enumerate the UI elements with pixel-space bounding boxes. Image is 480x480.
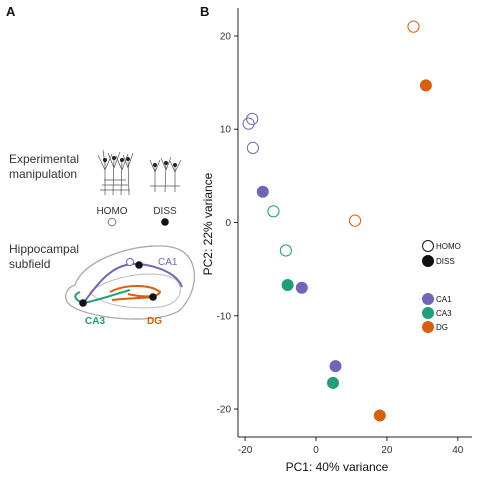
homo-neurons-icon	[97, 149, 134, 196]
x-tick-label: 20	[381, 445, 393, 456]
diss-label: DISS	[153, 206, 177, 217]
subfield-label-line1: Hippocampal	[9, 242, 79, 256]
ca3-label: CA3	[85, 316, 105, 327]
diss-neurons-icon	[149, 156, 182, 193]
point-ca1-diss	[295, 281, 308, 294]
axis-ticks: -20 0 20 40 -20 -10 0 10 20	[217, 31, 464, 456]
legend-key-dg	[422, 321, 434, 333]
legend-key-diss	[422, 255, 434, 267]
legend-label-diss: DISS	[436, 257, 455, 266]
dg-diss-site	[149, 293, 157, 301]
legend-key-ca3	[422, 307, 434, 319]
homo-neuron-somas	[103, 156, 130, 162]
point-dg-homo	[407, 20, 420, 33]
diss-marker	[161, 218, 169, 226]
subfield-label-line2: subfield	[9, 257, 50, 271]
point-ca3-homo	[279, 244, 292, 257]
ca1-label: CA1	[158, 257, 178, 268]
y-tick-label: 0	[225, 218, 231, 229]
homo-marker	[107, 217, 117, 227]
panel-letter-b: B	[200, 4, 209, 19]
chart-legend: HOMO DISS CA1 CA3 DG	[422, 240, 461, 333]
x-tick-label: -20	[238, 445, 253, 456]
y-tick-label: -20	[217, 405, 232, 416]
legend-label-ca1: CA1	[436, 295, 452, 304]
panel-letter-a: A	[6, 4, 16, 19]
point-dg-diss	[419, 79, 432, 92]
x-tick-label: 40	[452, 445, 464, 456]
y-tick-label: 20	[220, 31, 232, 42]
point-dg-diss	[373, 409, 386, 422]
legend-label-homo: HOMO	[436, 242, 461, 251]
y-tick-label: -10	[217, 311, 232, 322]
point-ca1-diss	[329, 360, 342, 373]
legend-label-ca3: CA3	[436, 309, 452, 318]
dg-label: DG	[147, 316, 162, 327]
point-ca1-homo	[246, 112, 259, 126]
manipulation-label-line1: Experimental	[9, 152, 79, 166]
point-ca1-diss	[256, 185, 269, 198]
legend-key-ca1	[422, 293, 434, 305]
ca1-homo-site	[126, 258, 134, 266]
homo-label: HOMO	[96, 206, 127, 217]
diss-neuron-somas	[153, 161, 177, 167]
x-axis-label: PC1: 40% variance	[286, 460, 389, 474]
ca1-diss-site	[135, 261, 143, 269]
y-axis-label: PC2: 22% variance	[201, 172, 215, 275]
point-ca1-homo	[242, 117, 255, 130]
legend-key-homo	[422, 240, 434, 252]
point-ca1-homo	[246, 141, 259, 154]
x-tick-label: 0	[313, 445, 319, 456]
point-ca3-diss	[281, 278, 294, 291]
manipulation-label-line2: manipulation	[9, 167, 77, 181]
ca3-diss-site	[79, 299, 87, 307]
scatter-points	[242, 20, 432, 422]
point-dg-homo	[348, 214, 362, 227]
point-ca3-diss	[327, 376, 340, 389]
legend-label-dg: DG	[436, 323, 448, 332]
point-ca3-homo	[267, 205, 280, 218]
y-tick-label: 10	[220, 125, 232, 136]
